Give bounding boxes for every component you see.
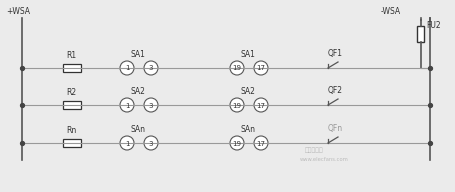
- Circle shape: [229, 61, 243, 75]
- Circle shape: [120, 61, 134, 75]
- Text: R1: R1: [66, 51, 76, 60]
- Text: FU2: FU2: [425, 21, 440, 30]
- Text: QF1: QF1: [327, 49, 342, 58]
- Text: +WSA: +WSA: [6, 7, 30, 16]
- Circle shape: [144, 61, 157, 75]
- Circle shape: [120, 98, 134, 112]
- Circle shape: [229, 136, 243, 150]
- Circle shape: [253, 98, 268, 112]
- Text: QFn: QFn: [327, 124, 342, 133]
- Circle shape: [120, 136, 134, 150]
- Text: -WSA: -WSA: [380, 7, 400, 16]
- Text: 电子发烧友: 电子发烧友: [304, 147, 323, 153]
- Text: 3: 3: [148, 103, 153, 108]
- Text: 17: 17: [256, 65, 265, 71]
- Text: www.elecfans.com: www.elecfans.com: [299, 157, 348, 162]
- Circle shape: [229, 98, 243, 112]
- Text: SA2: SA2: [130, 87, 145, 96]
- Bar: [63, 101, 81, 109]
- Circle shape: [253, 136, 268, 150]
- Circle shape: [144, 98, 157, 112]
- Text: 17: 17: [256, 103, 265, 108]
- Bar: [63, 64, 81, 72]
- Bar: [417, 26, 424, 42]
- Text: 1: 1: [125, 141, 129, 146]
- Text: SA1: SA1: [130, 50, 145, 59]
- Text: 3: 3: [148, 141, 153, 146]
- Text: SA1: SA1: [240, 50, 255, 59]
- Text: SAn: SAn: [130, 125, 145, 134]
- Bar: [63, 139, 81, 147]
- Text: 19: 19: [232, 103, 241, 108]
- Text: 19: 19: [232, 141, 241, 146]
- Circle shape: [144, 136, 157, 150]
- Text: 3: 3: [148, 65, 153, 71]
- Text: 1: 1: [125, 103, 129, 108]
- Text: 19: 19: [232, 65, 241, 71]
- Circle shape: [253, 61, 268, 75]
- Text: QF2: QF2: [327, 86, 342, 95]
- Text: SA2: SA2: [240, 87, 255, 96]
- Text: SAn: SAn: [240, 125, 255, 134]
- Text: R2: R2: [66, 88, 76, 97]
- Text: 17: 17: [256, 141, 265, 146]
- Text: 1: 1: [125, 65, 129, 71]
- Text: Rn: Rn: [66, 126, 76, 135]
